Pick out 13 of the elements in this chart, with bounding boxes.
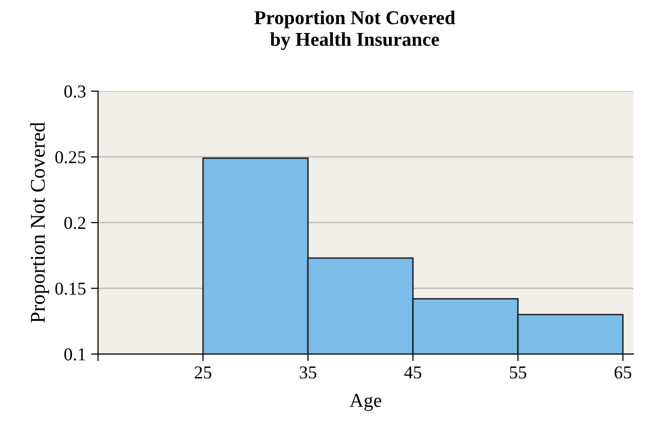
y-tick-label: 0.25	[55, 151, 86, 164]
x-tick-label: 65	[614, 366, 632, 379]
x-tick-label: 55	[510, 366, 526, 379]
y-tick-label: 0.3	[64, 85, 86, 98]
x-tick-label: 35	[300, 366, 316, 379]
x-axis-title: Age	[350, 394, 382, 411]
y-tick-label: 0.1	[64, 348, 86, 361]
y-tick-label: 0.2	[64, 216, 86, 230]
x-tick-label: 25	[194, 366, 212, 379]
y-axis-title: Proportion Not Covered	[30, 122, 50, 323]
y-tick-label: 0.15	[55, 282, 86, 295]
x-tick-label: 45	[404, 366, 422, 379]
chart-title: Proportion Not Covered by Health Insurance	[254, 10, 456, 50]
